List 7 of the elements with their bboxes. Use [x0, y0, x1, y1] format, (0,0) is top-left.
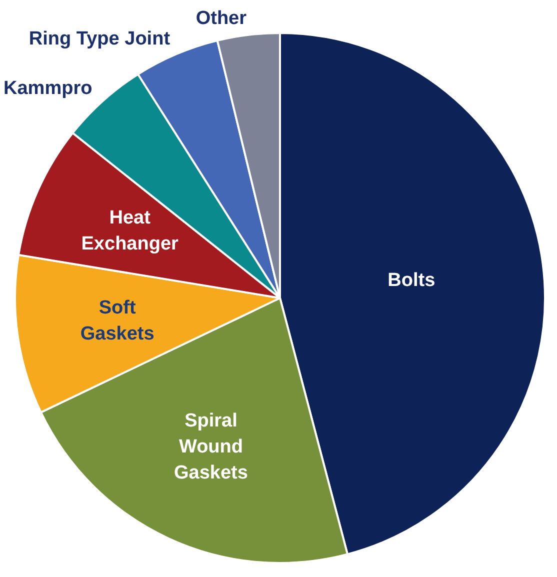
slice-label: Heat Exchanger	[81, 208, 180, 255]
slice-label: Kammpro	[4, 78, 92, 100]
slice-label: Spiral Wound Gaskets	[174, 410, 248, 484]
slice-label: Soft Gaskets	[80, 297, 154, 344]
slice-label: Other	[196, 8, 248, 30]
slice-label: Bolts	[388, 270, 436, 292]
slice-label: Ring Type Joint	[28, 28, 171, 50]
